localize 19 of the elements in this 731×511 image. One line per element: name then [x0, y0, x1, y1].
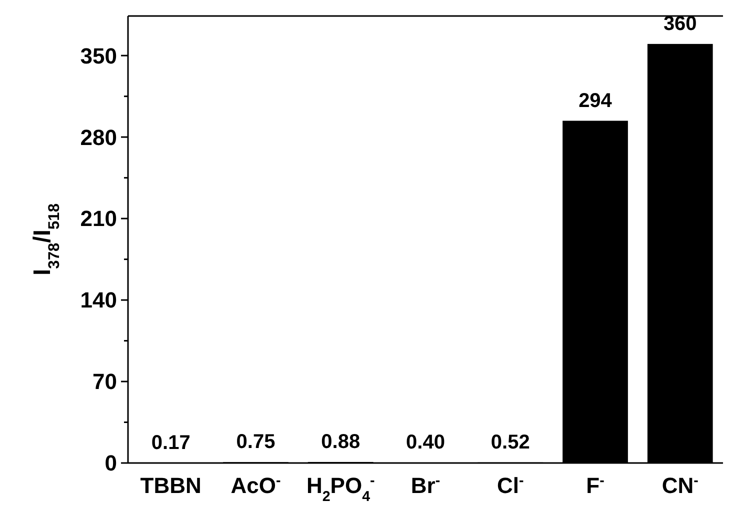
x-tick-label: CN$^{-}$ — [662, 473, 699, 498]
y-tick-label: 0 — [104, 450, 117, 476]
y-tick-label: 70 — [92, 369, 117, 394]
y-tick-label: 140 — [80, 288, 117, 313]
x-tick-label: Br$^{-}$ — [410, 473, 440, 498]
data-label: 360 — [663, 12, 697, 35]
y-tick-label: 350 — [80, 43, 117, 68]
data-label: 294 — [578, 90, 613, 112]
y-tick-label: 210 — [80, 206, 117, 232]
data-label: 0.40 — [406, 432, 445, 454]
x-tick-label: AcO$^{-}$ — [230, 473, 281, 498]
x-tick-label: TBBN — [140, 473, 202, 498]
data-label: 0.52 — [490, 431, 530, 454]
y-tick-label: 280 — [80, 124, 117, 150]
data-label: 0.17 — [151, 432, 190, 454]
x-tick-label: Cl$^{-}$ — [496, 473, 524, 498]
x-tick-label: F$^{-}$ — [586, 473, 605, 498]
data-label: 0.75 — [236, 431, 276, 454]
data-label: 0.88 — [321, 430, 360, 453]
